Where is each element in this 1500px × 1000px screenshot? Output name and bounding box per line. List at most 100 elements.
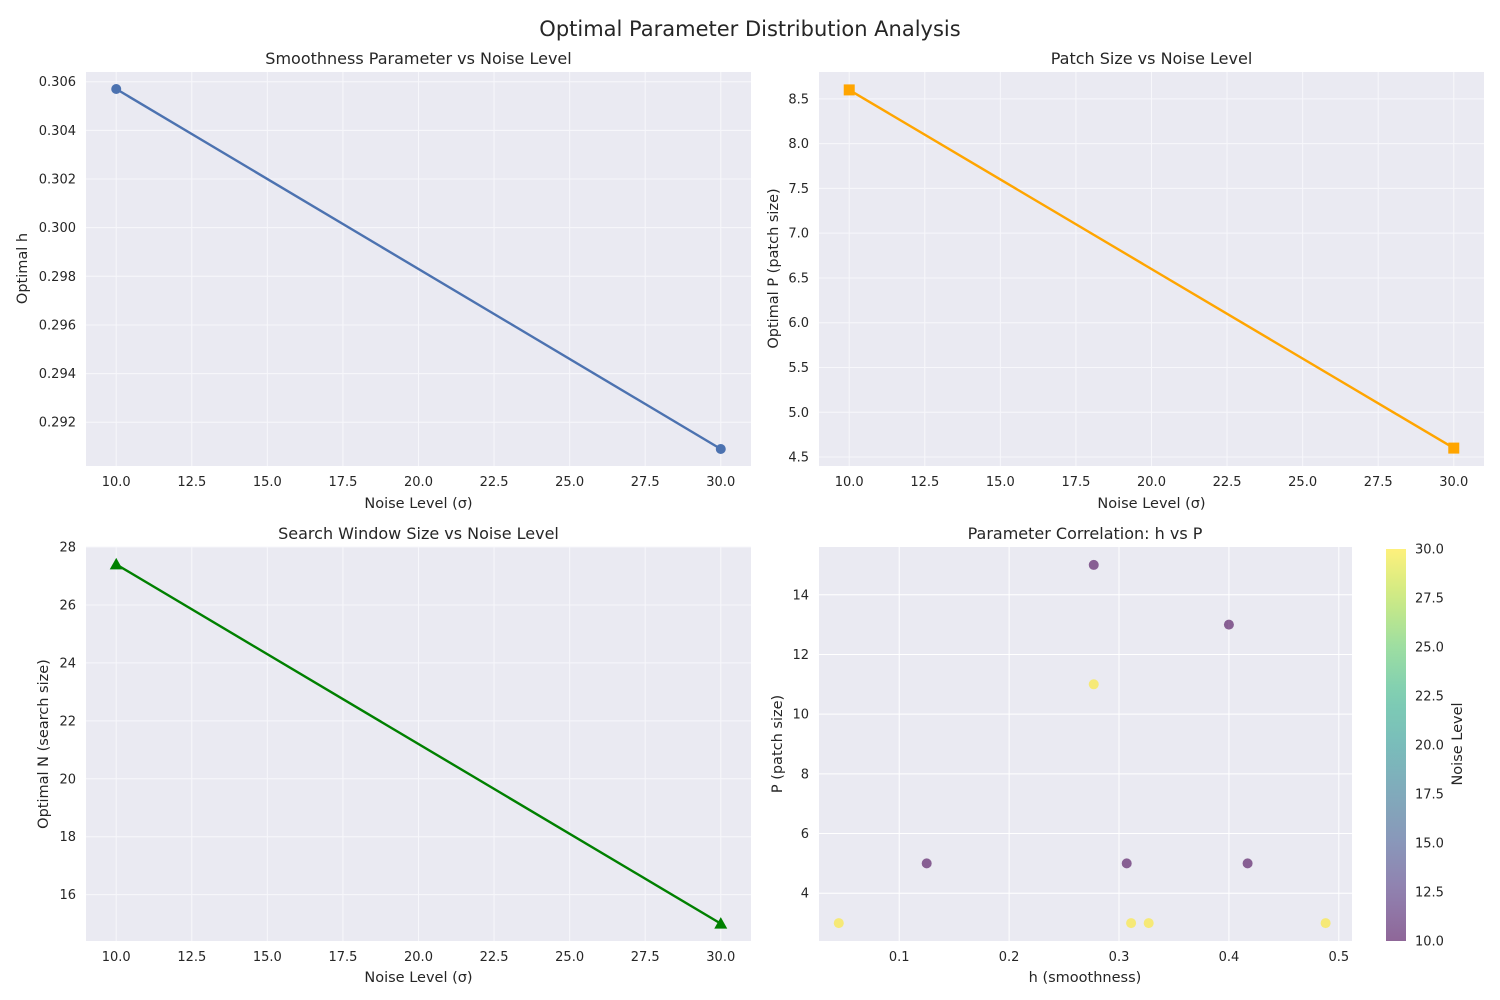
x-tick-label: 22.5 [480, 950, 509, 965]
plot-layer: 10.0 12.5 15.0 17.5 20.0 22.5 25.0 27.5 30.0 4.5 5… [788, 72, 1484, 490]
y-tick-label: 4 [801, 887, 809, 902]
x-tick-label: 0.1 [889, 950, 910, 965]
x-axis-label: Noise Level (σ) [364, 970, 472, 986]
y-axis-label: Optimal P (patch size) [766, 188, 782, 348]
x-axis-label: h (smoothness) [1029, 970, 1142, 986]
scatter-point [1223, 619, 1234, 630]
y-tick-label: 8.5 [788, 92, 809, 107]
scatter-point [1320, 918, 1331, 929]
y-axis-label: Optimal h [15, 233, 31, 304]
plot-layer: 10.0 12.5 15.0 17.5 20.0 22.5 25.0 27.5 30.0 16 18… [59, 541, 751, 965]
x-tick-label: 25.0 [555, 475, 584, 490]
x-tick-label: 0.3 [1109, 950, 1130, 965]
x-tick-label: 17.5 [328, 475, 357, 490]
y-tick-label: 0.298 [39, 270, 76, 285]
colorbar-layer: 10.0 12.5 15.0 17.5 20.0 22.5 25.0 27.5 30.0 [1386, 543, 1444, 950]
y-tick-label: 0.306 [39, 75, 76, 90]
x-tick-label: 12.5 [177, 950, 206, 965]
colorbar-tick-label: 25.0 [1415, 641, 1444, 656]
x-tick-label: 10.0 [835, 475, 864, 490]
y-tick-label: 6.0 [788, 316, 809, 331]
colorbar-tick-label: 15.0 [1415, 837, 1444, 852]
x-tick-label: 25.0 [555, 950, 584, 965]
y-axis-label: P (patch size) [770, 695, 786, 793]
figure-title: Optimal Parameter Distribution Analysis [539, 17, 960, 41]
scatter-point [1088, 679, 1099, 690]
x-tick-label: 30.0 [706, 475, 735, 490]
y-tick-label: 8.0 [788, 137, 809, 152]
x-tick-label: 20.0 [404, 950, 433, 965]
data-point [111, 84, 122, 95]
y-tick-label: 28 [59, 541, 76, 556]
y-tick-label: 12 [792, 648, 809, 663]
panel-smoothness-vs-noise: 10.0 12.5 15.0 17.5 20.0 22.5 25.0 27.5 30.0 0.29… [15, 49, 751, 512]
scatter-point [1088, 559, 1099, 570]
x-tick-label: 10.0 [102, 950, 131, 965]
x-tick-label: 27.5 [631, 950, 660, 965]
x-axis-label: Noise Level (σ) [364, 496, 472, 512]
x-tick-label: 12.5 [177, 475, 206, 490]
plot-layer: 0.1 0.2 0.3 0.4 0.5 4 6 8 10 12 14 [792, 547, 1352, 965]
x-tick-label: 27.5 [631, 475, 660, 490]
panel-title: Smoothness Parameter vs Noise Level [265, 49, 571, 68]
y-tick-label: 5.5 [788, 361, 809, 376]
x-tick-label: 30.0 [1439, 475, 1468, 490]
x-tick-label: 0.2 [999, 950, 1020, 965]
colorbar: 10.0 12.5 15.0 17.5 20.0 22.5 25.0 27.5 30.0 Noi… [1386, 543, 1466, 950]
panel-patch-size-vs-noise: 10.0 12.5 15.0 17.5 20.0 22.5 25.0 27.5 30.0 4.5 5… [766, 49, 1484, 512]
colorbar-tick-label: 17.5 [1415, 788, 1444, 803]
panel-h-vs-p-correlation: 0.1 0.2 0.3 0.4 0.5 4 6 8 10 12 14 Parameter Corre… [770, 524, 1352, 986]
scatter-point [1143, 918, 1154, 929]
scatter-point [1126, 918, 1137, 929]
y-tick-label: 0.294 [39, 367, 76, 382]
colorbar-tick-label: 12.5 [1415, 886, 1444, 901]
colorbar-tick-label: 27.5 [1415, 592, 1444, 607]
x-tick-label: 17.5 [328, 950, 357, 965]
y-tick-label: 0.302 [39, 173, 76, 188]
x-tick-label: 10.0 [102, 475, 131, 490]
x-tick-label: 12.5 [910, 475, 939, 490]
x-tick-label: 15.0 [253, 950, 282, 965]
y-axis-label: Optimal N (search size) [36, 659, 52, 829]
x-tick-label: 25.0 [1288, 475, 1317, 490]
series-line [115, 87, 722, 451]
y-tick-label: 26 [59, 598, 76, 613]
colorbar-tick-label: 22.5 [1415, 690, 1444, 705]
y-tick-label: 7.0 [788, 227, 809, 242]
x-tick-label: 27.5 [1364, 475, 1393, 490]
y-tick-label: 7.5 [788, 182, 809, 197]
y-tick-label: 20 [59, 772, 76, 787]
panel-title: Parameter Correlation: h vs P [968, 524, 1203, 543]
y-tick-label: 16 [59, 888, 76, 903]
series-line [115, 563, 722, 925]
panel-title: Patch Size vs Noise Level [1051, 49, 1253, 68]
x-tick-label: 15.0 [986, 475, 1015, 490]
panel-title: Search Window Size vs Noise Level [278, 524, 559, 543]
x-tick-label: 0.5 [1328, 950, 1349, 965]
x-axis-label: Noise Level (σ) [1097, 496, 1205, 512]
y-tick-label: 8 [801, 767, 809, 782]
y-tick-label: 4.5 [788, 451, 809, 466]
data-point [109, 557, 123, 570]
data-point [714, 917, 728, 929]
data-point [715, 443, 726, 454]
x-tick-label: 17.5 [1061, 475, 1090, 490]
y-tick-label: 0.304 [39, 124, 76, 139]
colorbar-label: Noise Level [1450, 702, 1466, 785]
y-tick-label: 0.296 [39, 318, 76, 333]
y-tick-label: 5.0 [788, 406, 809, 421]
x-tick-label: 20.0 [1137, 475, 1166, 490]
data-point [843, 84, 855, 96]
y-tick-label: 18 [59, 830, 76, 845]
scatter-point [921, 858, 932, 869]
x-tick-label: 20.0 [404, 475, 433, 490]
x-tick-label: 15.0 [253, 475, 282, 490]
colorbar-tick-label: 30.0 [1415, 543, 1444, 558]
y-tick-label: 10 [792, 708, 809, 723]
y-tick-label: 14 [792, 588, 809, 603]
y-tick-label: 0.292 [39, 416, 76, 431]
colorbar-tick-label: 10.0 [1415, 935, 1444, 950]
series-line [848, 88, 1455, 450]
